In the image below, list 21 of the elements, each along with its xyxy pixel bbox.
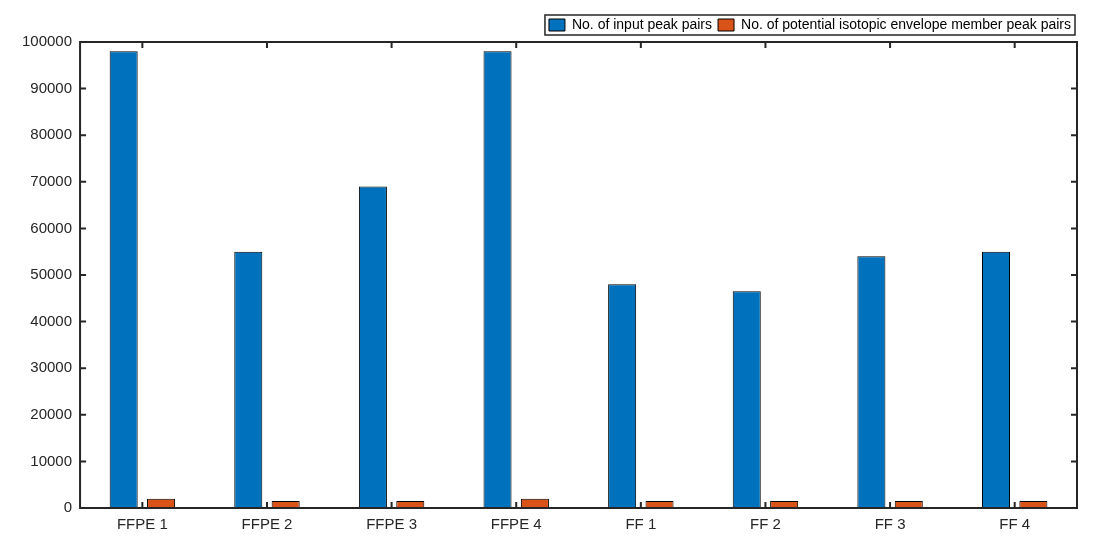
y-tick-label: 60000 — [30, 218, 73, 236]
x-tick-label: FFPE 1 — [116, 515, 168, 533]
y-tick-label: 20000 — [30, 404, 73, 422]
x-tick-label: FF 2 — [750, 515, 781, 533]
y-tick-label: 80000 — [30, 125, 73, 143]
x-tick-label: FF 1 — [625, 515, 657, 533]
x-tick-label: FFPE 2 — [241, 515, 293, 533]
y-tick-label: 100000 — [21, 32, 73, 50]
y-tick-label: 50000 — [30, 265, 73, 283]
y-tick-label: 0 — [63, 498, 73, 516]
y-tick-label: 10000 — [30, 451, 73, 469]
y-tick-label: 40000 — [30, 311, 73, 329]
x-tick-label: FFPE 3 — [366, 515, 418, 533]
legend-label: No. of input peak pairs — [571, 15, 713, 32]
x-tick-label: FF 3 — [874, 515, 906, 533]
legend-label: No. of potential isotopic envelope member peak pairs — [741, 15, 1071, 32]
x-tick-label: FF 4 — [999, 515, 1031, 533]
x-tick-label: FFPE 4 — [490, 515, 542, 533]
y-tick-label: 30000 — [30, 358, 73, 376]
y-tick-label: 70000 — [30, 171, 73, 189]
y-tick-label: 90000 — [30, 78, 73, 96]
